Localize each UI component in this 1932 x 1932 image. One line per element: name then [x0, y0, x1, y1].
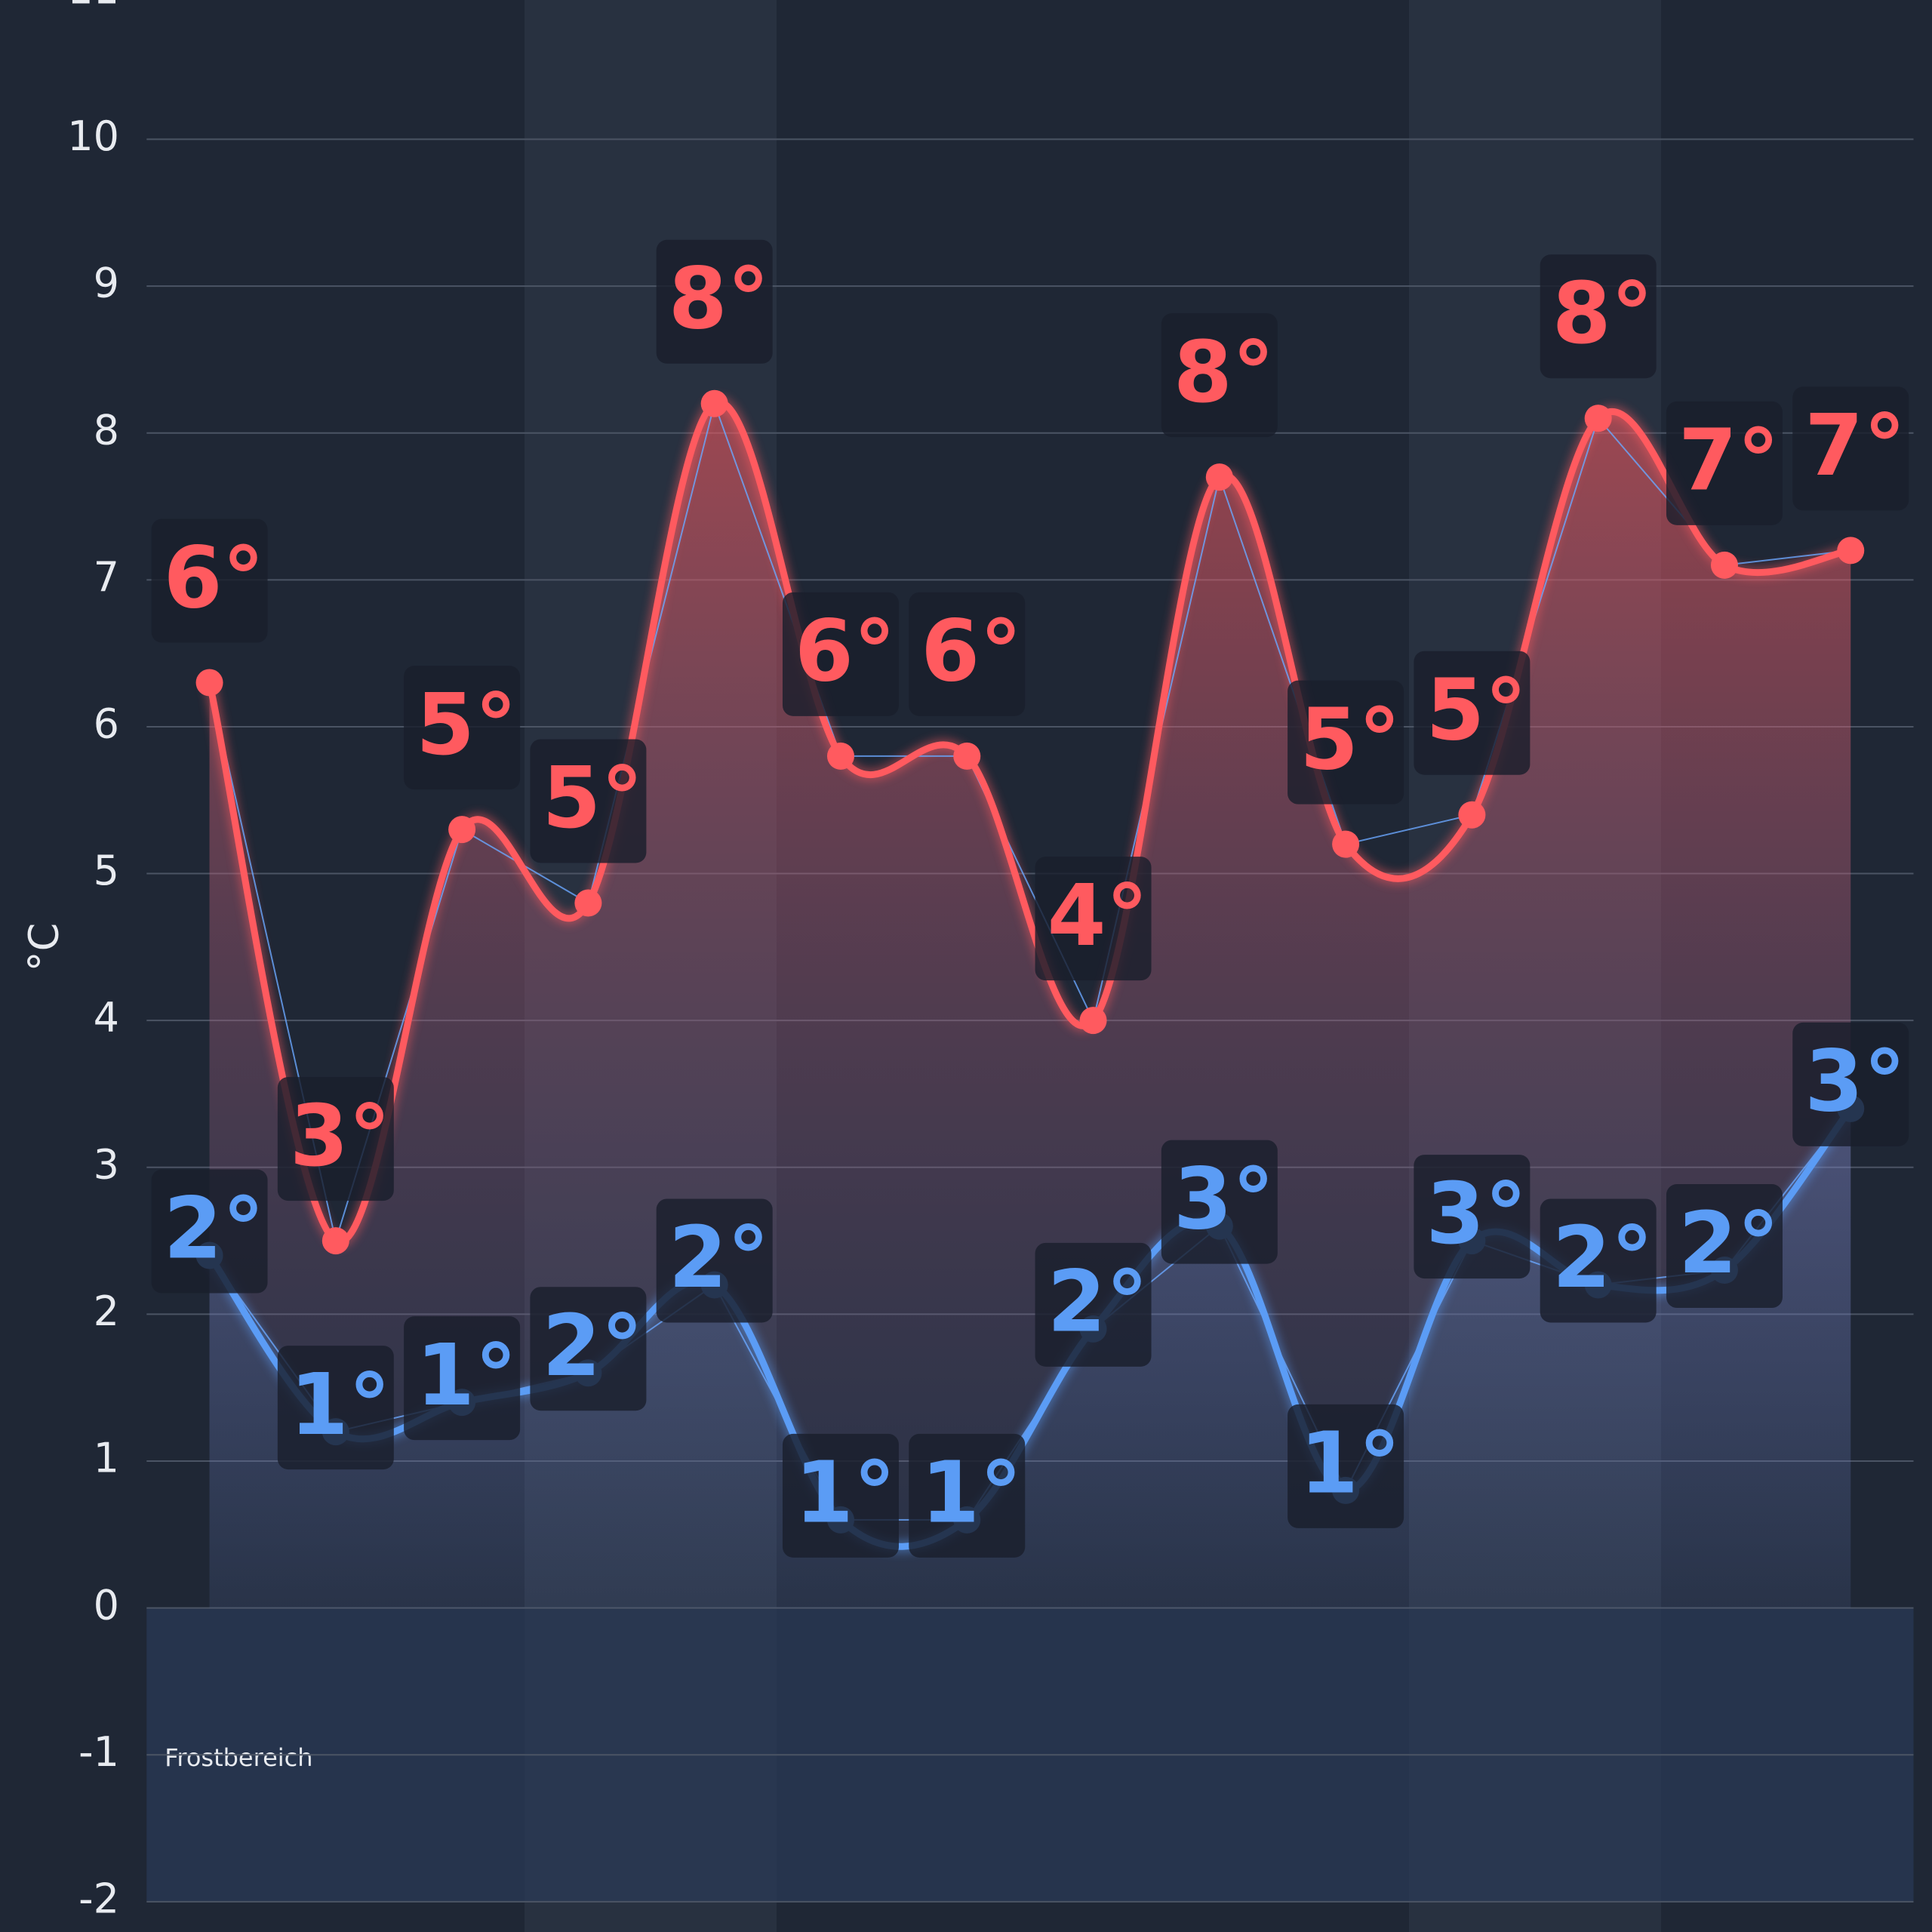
value-label: 2°	[669, 1209, 770, 1307]
y-tick-label: 11	[67, 0, 119, 14]
value-label: 6°	[164, 529, 265, 627]
label-box	[1161, 1140, 1278, 1264]
value-label: 5°	[1426, 661, 1527, 759]
label-box	[277, 1346, 394, 1470]
value-label: 3°	[1174, 1150, 1275, 1248]
label-box	[404, 666, 521, 790]
value-label: 8°	[669, 251, 770, 349]
label-box	[909, 592, 1026, 716]
point	[195, 669, 223, 697]
label-box	[1414, 651, 1531, 775]
y-tick-label: 6	[94, 700, 119, 748]
value-label: 3°	[1804, 1033, 1906, 1131]
y-tick-label: 0	[94, 1581, 119, 1629]
value-label: 3°	[290, 1088, 391, 1186]
y-axis-label: °C	[20, 923, 68, 972]
label-box	[782, 592, 899, 716]
value-label: 8°	[1552, 265, 1654, 363]
y-tick-label: 3	[94, 1140, 119, 1188]
label-box	[151, 518, 268, 643]
value-label: 6°	[795, 603, 896, 701]
line-straight	[208, 401, 1851, 1244]
value-label: 1°	[795, 1444, 896, 1543]
value-label: 2°	[1552, 1209, 1654, 1307]
label-box	[1540, 1198, 1657, 1323]
value-label: 1°	[416, 1327, 517, 1425]
label-box	[1666, 401, 1783, 525]
point	[953, 742, 981, 770]
point	[321, 1227, 349, 1255]
y-tick-label: 10	[67, 112, 119, 160]
label-box	[1035, 1242, 1152, 1367]
point	[448, 816, 476, 844]
label-box	[1540, 254, 1657, 379]
label-box	[1287, 1404, 1404, 1528]
label-box	[656, 239, 773, 364]
label-box	[1792, 1022, 1909, 1146]
label-box	[404, 1316, 521, 1441]
value-label: 2°	[164, 1180, 265, 1278]
point	[1079, 1007, 1107, 1035]
value-label: 8°	[1174, 324, 1275, 422]
label-box	[1287, 680, 1404, 804]
value-label: 7°	[1678, 412, 1780, 510]
point	[1458, 801, 1486, 829]
label-box	[277, 1077, 394, 1201]
label-box	[530, 739, 647, 863]
y-tick-label: 7	[94, 553, 119, 601]
value-label: 5°	[416, 676, 517, 774]
value-label: 4°	[1048, 867, 1149, 965]
label-box	[530, 1287, 647, 1411]
point	[574, 889, 602, 917]
label-box	[782, 1433, 899, 1558]
y-tick-label: 2	[94, 1287, 119, 1335]
y-tick-label: -1	[78, 1728, 119, 1776]
value-label: 7°	[1804, 397, 1906, 495]
point	[1205, 463, 1233, 491]
plot: Frostbereich -2 -1 0 1 2 3 4 5 6 7 8 9 10 11 6° 3° 5° 5° 8°…	[67, 0, 1914, 1922]
label-box	[909, 1433, 1026, 1558]
label-box	[151, 1169, 268, 1294]
value-label: 1°	[1300, 1415, 1401, 1513]
label-box	[1161, 313, 1278, 438]
y-tick-label: 8	[94, 406, 119, 454]
value-label: 5°	[1300, 691, 1401, 789]
point	[1837, 537, 1865, 565]
value-label: 2°	[1048, 1254, 1149, 1352]
label-box	[1414, 1155, 1531, 1279]
y-tick-label: 1	[94, 1435, 119, 1482]
value-label: 3°	[1426, 1165, 1527, 1263]
label-box	[1035, 857, 1152, 981]
area	[209, 1108, 1851, 1608]
value-label: 2°	[1678, 1195, 1780, 1293]
point	[1584, 405, 1612, 432]
value-label: 6°	[921, 603, 1022, 701]
y-tick-label: 9	[94, 260, 119, 307]
point	[1710, 551, 1738, 579]
label-box	[1792, 386, 1909, 511]
value-label: 1°	[290, 1356, 391, 1454]
point	[1332, 830, 1360, 858]
point	[826, 742, 854, 770]
y-tick-label: -2	[78, 1875, 119, 1922]
y-tick-label: 5	[94, 847, 119, 894]
value-label: 2°	[542, 1297, 643, 1395]
value-label: 5°	[542, 749, 643, 848]
frost-label: Frostbereich	[165, 1743, 312, 1772]
value-label: 1°	[921, 1444, 1022, 1543]
y-tick-label: 4	[94, 994, 119, 1041]
point	[700, 389, 728, 417]
label-box	[1666, 1184, 1783, 1309]
label-box	[656, 1198, 773, 1323]
